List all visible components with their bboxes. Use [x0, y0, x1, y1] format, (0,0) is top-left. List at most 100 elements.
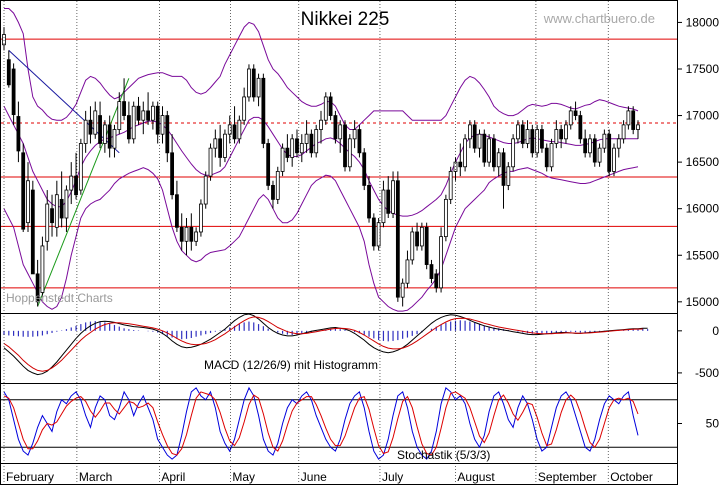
candle-body [395, 180, 400, 298]
candle-body [266, 143, 271, 186]
candle-body [405, 259, 410, 284]
candle-body [194, 231, 199, 242]
candle-body [237, 119, 242, 140]
candle-body [578, 115, 583, 140]
candle-body [170, 152, 175, 196]
candle-body [631, 110, 636, 130]
candle-body [415, 231, 419, 247]
candle-body [612, 147, 616, 172]
candle-body [295, 138, 299, 154]
candle-body [40, 245, 45, 293]
date-axis-frame [0, 463, 678, 485]
candle-body [501, 152, 506, 186]
price-tick-label: 18000 [686, 15, 720, 29]
candle-body [573, 110, 578, 116]
candle-body [602, 133, 607, 149]
candle-body [520, 124, 525, 144]
candle-body [323, 96, 328, 121]
price-tick-label: 17000 [686, 109, 720, 123]
candle-body [247, 68, 251, 98]
candle-body [179, 226, 184, 242]
month-label: June [301, 470, 327, 484]
candle-body [16, 116, 21, 152]
macd-signal-line [3, 316, 643, 372]
candle-body [419, 226, 424, 247]
candle-body [564, 124, 568, 140]
candle-body [588, 138, 592, 154]
candle-body [516, 124, 520, 140]
price-tick-label: 15500 [686, 248, 720, 262]
candle-body [290, 138, 295, 158]
candle-body [213, 138, 218, 149]
candle-body [131, 105, 136, 140]
candle-body [251, 68, 256, 98]
stoch-tick-label: 50 [706, 417, 720, 431]
candle-body [126, 115, 131, 140]
candle-body [59, 198, 64, 219]
candle-body [256, 77, 261, 98]
month-label: May [232, 470, 255, 484]
candle-body [11, 68, 16, 116]
candle-body [122, 101, 126, 116]
month-label: February [6, 470, 54, 484]
candle-body [6, 59, 11, 86]
candle-body [299, 143, 304, 154]
candle-body [487, 138, 492, 163]
candle-body [458, 161, 463, 168]
candle-body [26, 180, 30, 224]
candle-body [309, 133, 314, 154]
stoch-k-line [3, 386, 639, 460]
candle-body [477, 133, 482, 149]
macd-series [3, 313, 649, 376]
macd-line [3, 313, 648, 376]
candle-body [410, 231, 415, 261]
candle-body [69, 175, 74, 191]
month-label: August [457, 470, 495, 484]
trend-line-green [37, 78, 130, 307]
candle-body [443, 198, 448, 238]
candle-body [492, 138, 496, 168]
month-label: July [382, 470, 403, 484]
candle-body [328, 96, 333, 116]
candle-body [271, 185, 275, 200]
candle-body [496, 152, 501, 168]
candle-body [30, 189, 35, 275]
candle-body [511, 138, 516, 168]
candle-body [74, 175, 78, 196]
macd-tick-label: 0 [712, 324, 719, 338]
month-label: October [610, 470, 653, 484]
candle-body [621, 124, 626, 140]
candle-body [227, 124, 232, 135]
candle-body [525, 129, 530, 144]
month-label: April [161, 470, 185, 484]
candle-body [535, 129, 540, 154]
candle-body [554, 129, 559, 144]
candle-body [530, 129, 535, 154]
candle-body [150, 105, 155, 121]
source-label: Hoppenstedt Charts [6, 291, 113, 305]
candle-body [155, 105, 160, 135]
candle-body [463, 138, 467, 168]
stochastic-series [1, 386, 677, 460]
candle-body [568, 110, 573, 126]
candle-body [347, 138, 352, 168]
candle-body [343, 124, 347, 168]
candle-body [636, 124, 640, 130]
candle-body [165, 115, 170, 154]
candle-body [83, 119, 88, 144]
candle-body [160, 115, 165, 135]
watermark: www.chartbuero.de [543, 11, 655, 26]
candle-body [304, 133, 309, 144]
candle-body [429, 264, 434, 279]
candle-body [626, 110, 631, 126]
candle-body [54, 194, 59, 228]
candle-body [371, 217, 376, 247]
candle-body [319, 119, 323, 130]
macd-label: MACD (12/26/9) mit Histogramm [204, 358, 378, 372]
candle-body [583, 138, 588, 154]
candle-body [559, 129, 564, 140]
candle-body [242, 96, 247, 121]
candle-body [381, 189, 386, 224]
candle-body [189, 226, 194, 242]
candle-body [175, 194, 179, 228]
